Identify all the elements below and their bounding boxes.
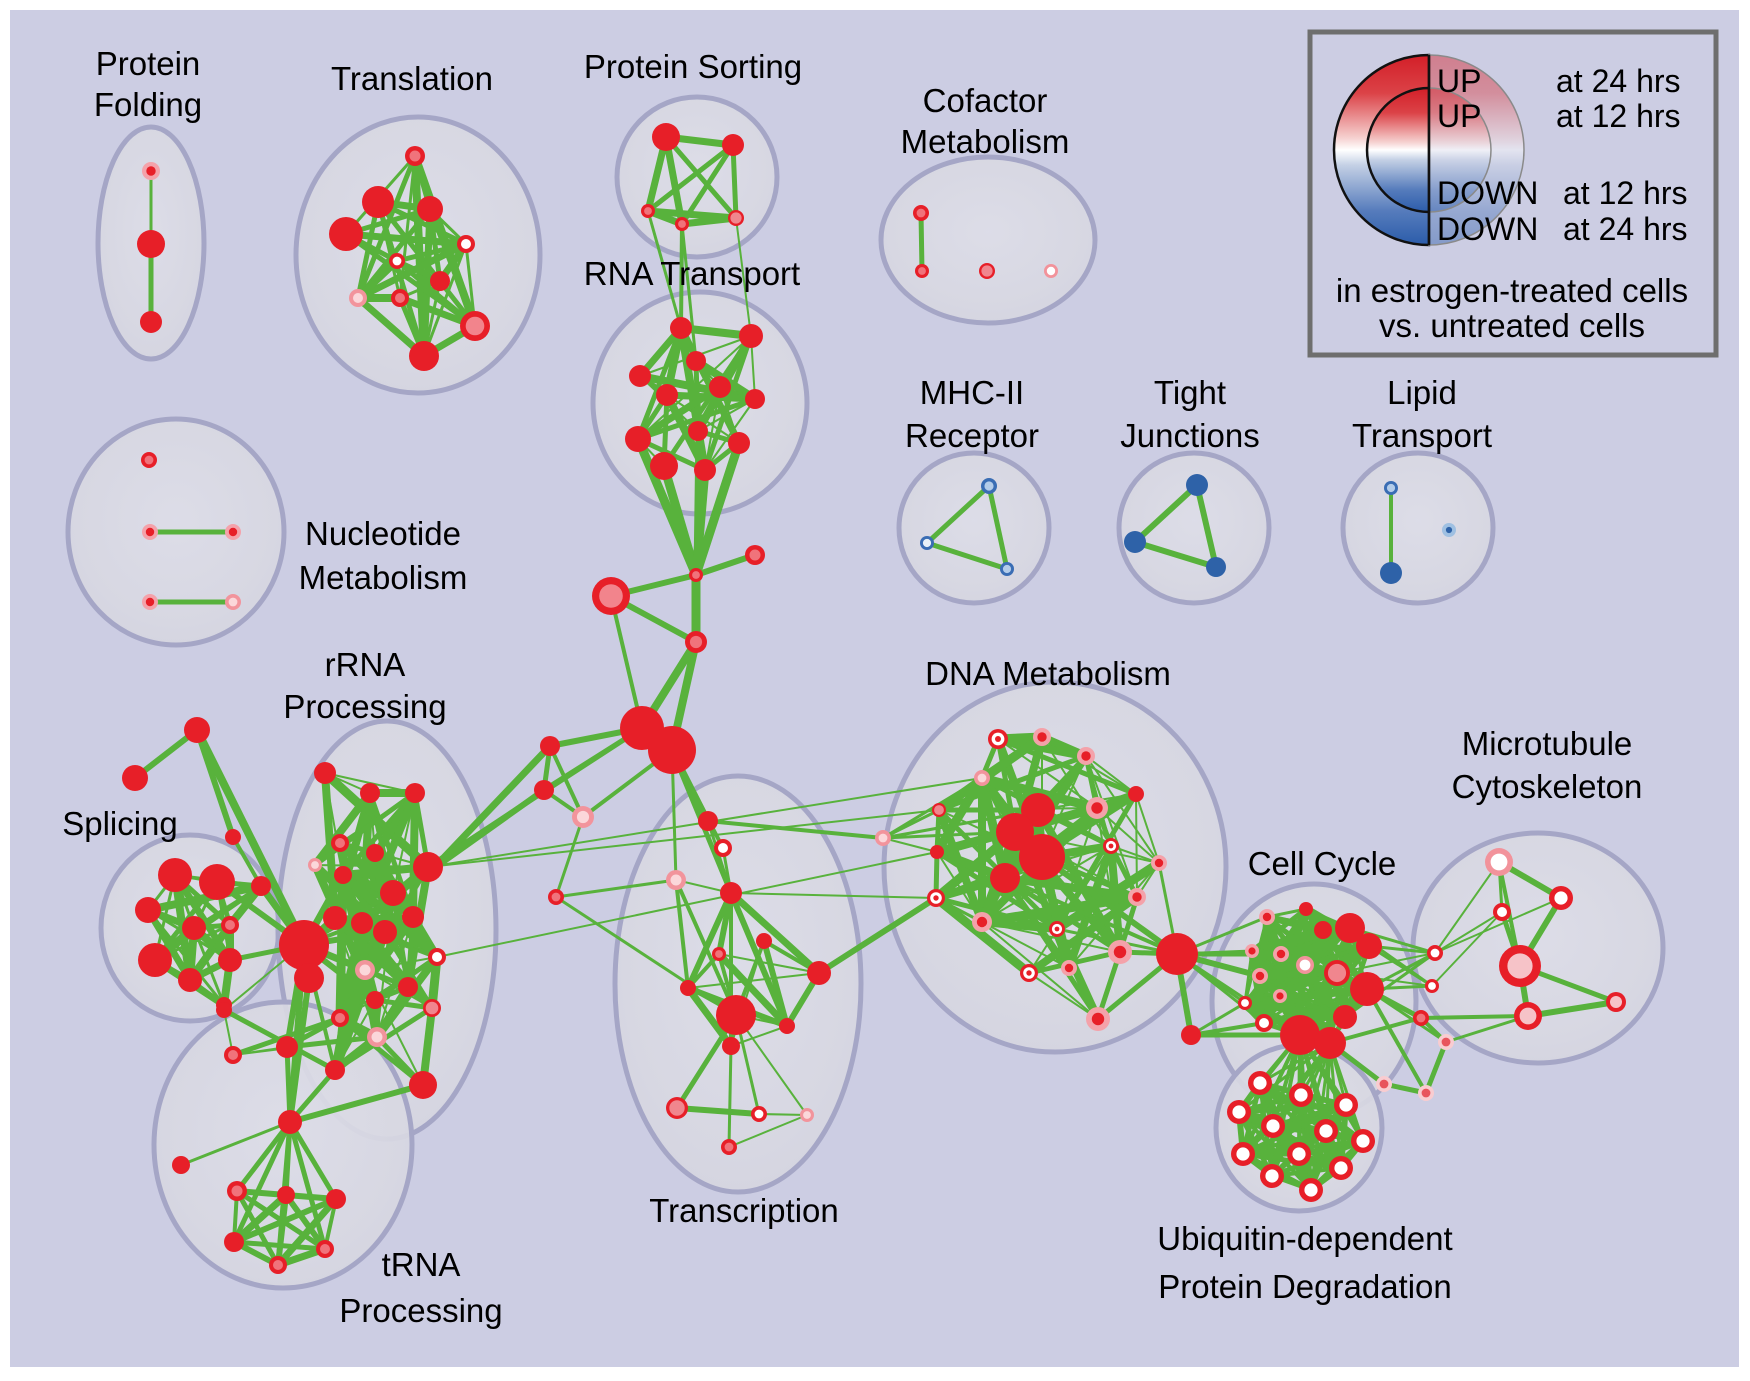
svg-text:vs. untreated cells: vs. untreated cells [1379,307,1645,344]
svg-text:Metabolism: Metabolism [901,123,1070,160]
svg-text:in estrogen-treated cells: in estrogen-treated cells [1336,272,1688,309]
svg-text:Lipid: Lipid [1387,374,1457,411]
svg-text:MHC-II: MHC-II [920,374,1024,411]
svg-text:Cofactor: Cofactor [923,82,1048,119]
svg-text:Protein: Protein [96,45,201,82]
svg-text:at 12 hrs: at 12 hrs [1556,98,1681,134]
svg-text:DOWN: DOWN [1437,175,1538,211]
svg-text:Processing: Processing [283,688,446,725]
svg-text:UP: UP [1437,63,1481,99]
svg-text:Transcription: Transcription [649,1192,839,1229]
svg-text:Folding: Folding [94,86,202,123]
svg-text:Translation: Translation [331,60,493,97]
svg-text:DNA Metabolism: DNA Metabolism [925,655,1171,692]
svg-text:Metabolism: Metabolism [299,559,468,596]
svg-text:Cell Cycle: Cell Cycle [1248,845,1397,882]
svg-text:RNA Transport: RNA Transport [584,255,800,292]
svg-text:Ubiquitin-dependent: Ubiquitin-dependent [1157,1220,1452,1257]
svg-text:rRNA: rRNA [325,646,406,683]
svg-text:tRNA: tRNA [382,1246,461,1283]
svg-text:Transport: Transport [1352,417,1492,454]
svg-text:at 24 hrs: at 24 hrs [1563,211,1688,247]
svg-text:Protein Degradation: Protein Degradation [1158,1268,1452,1305]
svg-text:DOWN: DOWN [1437,211,1538,247]
svg-text:Nucleotide: Nucleotide [305,515,461,552]
svg-text:UP: UP [1437,98,1481,134]
svg-text:at 24 hrs: at 24 hrs [1556,63,1681,99]
svg-text:at 12 hrs: at 12 hrs [1563,175,1688,211]
svg-text:Receptor: Receptor [905,417,1039,454]
svg-text:Processing: Processing [339,1292,502,1329]
svg-text:Cytoskeleton: Cytoskeleton [1452,768,1643,805]
svg-text:Protein Sorting: Protein Sorting [584,48,802,85]
svg-text:Splicing: Splicing [62,805,178,842]
svg-text:Junctions: Junctions [1120,417,1259,454]
svg-text:Microtubule: Microtubule [1462,725,1633,762]
svg-text:Tight: Tight [1154,374,1226,411]
